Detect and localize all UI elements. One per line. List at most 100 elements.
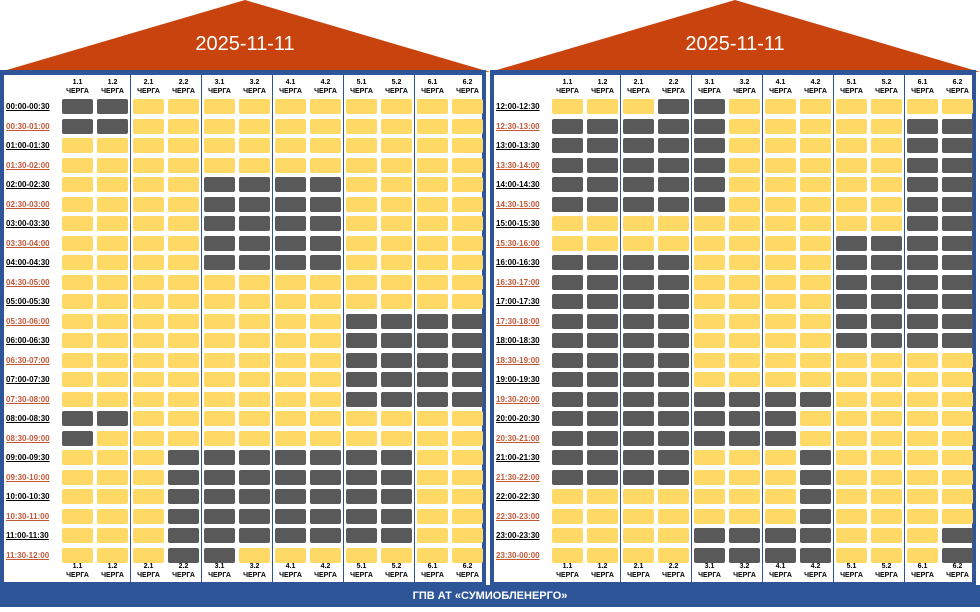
outage-cell: [310, 489, 341, 504]
outage-cell: [623, 177, 654, 192]
power-on-cell: [346, 216, 377, 231]
time-slot-label: 09:30-10:00: [6, 472, 50, 482]
outage-cell: [942, 528, 973, 543]
queue-footer: 5.2 ЧЕРГА: [379, 562, 414, 580]
outage-cell: [417, 372, 448, 387]
queue-number: 5.2: [881, 79, 892, 86]
queue-number: 5.1: [356, 563, 367, 570]
power-on-cell: [417, 118, 448, 134]
outage-cell: [623, 313, 654, 329]
power-on-cell: [62, 391, 93, 407]
queue-number: 1.2: [597, 563, 608, 570]
outage-cell: [942, 547, 973, 563]
power-on-cell: [133, 508, 164, 524]
power-on-cell: [452, 177, 483, 192]
queue-number: 6.1: [427, 563, 438, 570]
power-on-cell: [168, 372, 199, 387]
outage-cell: [942, 294, 973, 309]
queue-number: 3.2: [249, 79, 260, 86]
outage-cell: [623, 157, 654, 173]
power-on-cell: [239, 547, 270, 563]
power-on-cell: [836, 547, 867, 563]
queue-number: 2.1: [633, 79, 644, 86]
outage-cell: [381, 528, 412, 543]
power-on-cell: [275, 372, 306, 387]
power-on-cell: [133, 235, 164, 251]
time-slot-label: 23:30-00:00: [496, 550, 540, 560]
outage-cell: [942, 313, 973, 329]
queue-number: 1.1: [562, 563, 573, 570]
power-on-cell: [346, 118, 377, 134]
power-on-cell: [381, 196, 412, 212]
time-slot-label: 01:00-01:30: [6, 141, 50, 150]
power-on-cell: [239, 138, 270, 153]
outage-cell: [62, 411, 93, 426]
power-on-cell: [168, 430, 199, 446]
power-on-cell: [871, 372, 902, 387]
time-slot-label: 00:00-00:30: [6, 102, 50, 111]
power-on-cell: [310, 391, 341, 407]
power-on-cell: [346, 274, 377, 290]
power-on-cell: [800, 255, 831, 270]
outage-cell: [204, 255, 235, 270]
power-on-cell: [381, 177, 412, 192]
power-on-cell: [765, 450, 796, 465]
outage-cell: [310, 508, 341, 524]
power-on-cell: [765, 235, 796, 251]
outage-cell: [381, 508, 412, 524]
power-on-cell: [346, 177, 377, 192]
outage-cell: [275, 489, 306, 504]
outage-cell: [658, 177, 689, 192]
outage-cell: [942, 216, 973, 231]
outage-cell: [310, 255, 341, 270]
queue-header: 4.1 ЧЕРГА: [763, 78, 798, 96]
power-on-cell: [239, 313, 270, 329]
power-on-cell: [871, 528, 902, 543]
outage-cell: [623, 333, 654, 348]
power-on-cell: [275, 138, 306, 153]
power-on-cell: [587, 547, 618, 563]
power-on-cell: [765, 352, 796, 368]
outage-cell: [587, 450, 618, 465]
outage-cell: [552, 157, 583, 173]
power-on-cell: [871, 118, 902, 134]
outage-cell: [907, 274, 938, 290]
power-on-cell: [452, 216, 483, 231]
queue-number: 3.2: [249, 563, 260, 570]
queue-word: ЧЕРГА: [314, 88, 337, 95]
power-on-cell: [800, 118, 831, 134]
time-slot-label: 01:30-02:00: [6, 160, 50, 170]
time-slot-label: 09:00-09:30: [6, 453, 50, 462]
power-on-cell: [133, 528, 164, 543]
power-on-cell: [133, 411, 164, 426]
outage-cell: [658, 118, 689, 134]
outage-cell: [800, 450, 831, 465]
power-on-cell: [907, 411, 938, 426]
queue-header: 1.2 ЧЕРГА: [95, 78, 130, 96]
outage-cell: [694, 196, 725, 212]
outage-cell: [552, 333, 583, 348]
power-on-cell: [729, 313, 760, 329]
queue-number: 2.1: [143, 563, 154, 570]
outage-cell: [275, 469, 306, 485]
power-on-cell: [417, 99, 448, 114]
power-on-cell: [310, 547, 341, 563]
power-on-cell: [836, 411, 867, 426]
queue-word: ЧЕРГА: [350, 88, 373, 95]
power-on-cell: [942, 99, 973, 114]
power-on-cell: [133, 352, 164, 368]
time-slot-label: 13:30-14:00: [496, 160, 540, 170]
power-on-cell: [694, 508, 725, 524]
queue-header: 4.1 ЧЕРГА: [273, 78, 308, 96]
queue-word: ЧЕРГА: [911, 572, 934, 579]
power-on-cell: [275, 99, 306, 114]
power-on-cell: [417, 411, 448, 426]
queue-word: ЧЕРГА: [208, 88, 231, 95]
queue-word: ЧЕРГА: [172, 572, 195, 579]
power-on-cell: [729, 450, 760, 465]
power-on-cell: [765, 99, 796, 114]
power-on-cell: [836, 216, 867, 231]
queue-number: 4.2: [320, 563, 331, 570]
power-on-cell: [239, 430, 270, 446]
queue-word: ЧЕРГА: [243, 88, 266, 95]
